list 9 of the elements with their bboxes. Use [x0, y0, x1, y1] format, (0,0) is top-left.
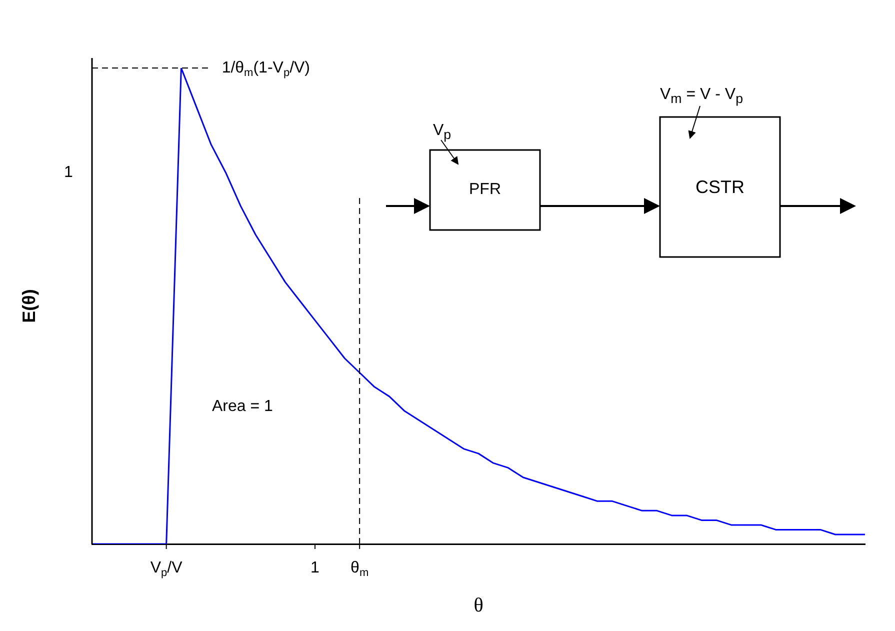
x-tick-label: 1: [310, 559, 320, 576]
y-axis-title: E(θ): [18, 289, 39, 323]
annotation: PFR: [430, 150, 540, 230]
annotation: V$_{m}$ = V - V$_{p}$: [660, 86, 743, 106]
annotation: Area = 1: [212, 398, 273, 416]
text: 1: [64, 164, 73, 182]
annotation: V$_{p}$: [433, 122, 452, 142]
annotation: CSTR: [660, 117, 780, 257]
x-axis-title: θ: [474, 594, 484, 616]
